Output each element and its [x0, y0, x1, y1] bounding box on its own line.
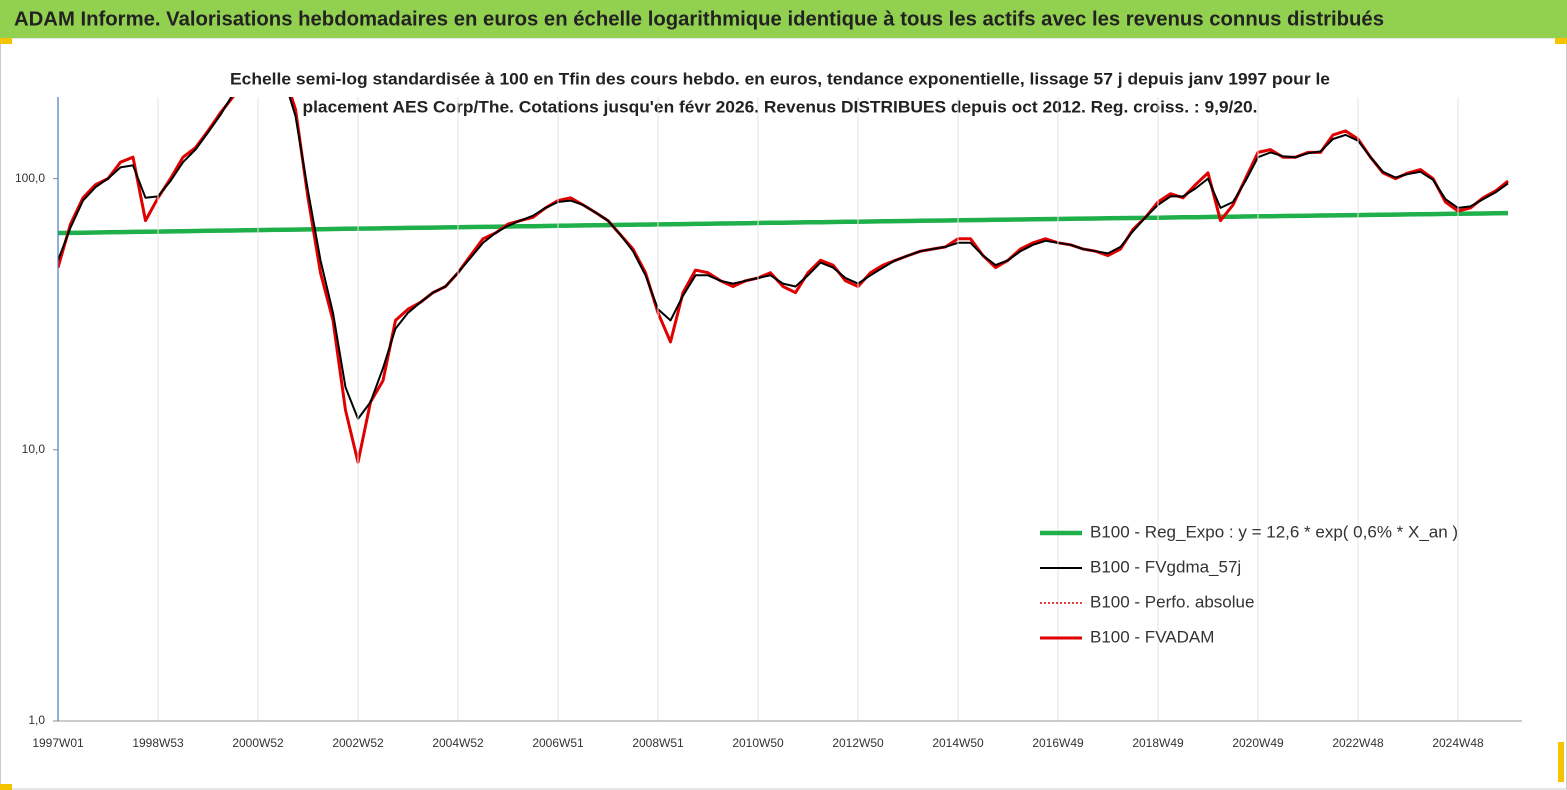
x-tick-label: 2020W49	[1232, 736, 1284, 750]
x-tick-label: 2006W51	[532, 736, 584, 750]
y-tick-label: 1,0	[28, 713, 45, 727]
x-tick-label: 2024W48	[1432, 736, 1484, 750]
corner	[0, 38, 12, 44]
corner	[1555, 38, 1567, 44]
corner	[1558, 742, 1564, 782]
x-tick-label: 2012W50	[832, 736, 884, 750]
corner	[0, 784, 12, 790]
x-tick-label: 1998W53	[132, 736, 184, 750]
x-tick-label: 2022W48	[1332, 736, 1384, 750]
series-line	[58, 97, 1509, 420]
y-tick-label: 10,0	[22, 442, 46, 456]
legend-label: B100 - Perfo. absolue	[1090, 592, 1254, 611]
chart-frame	[0, 37, 1567, 790]
x-tick-label: 2010W50	[732, 736, 784, 750]
x-tick-label: 2000W52	[232, 736, 284, 750]
plot-area	[58, 97, 1509, 464]
series-line	[58, 210, 1509, 236]
x-tick-label: 2018W49	[1132, 736, 1184, 750]
legend-label: B100 - FVADAM	[1090, 627, 1214, 646]
x-tick-label: 2002W52	[332, 736, 384, 750]
x-tick-label: 2008W51	[632, 736, 684, 750]
chart-title: ADAM Informe. Valorisations hebdomadaire…	[14, 8, 1384, 30]
x-tick-label: 2004W52	[432, 736, 484, 750]
title-banner	[0, 0, 1567, 38]
legend-label: B100 - FVgdma_57j	[1090, 557, 1241, 576]
y-tick-label: 100,0	[15, 171, 45, 185]
chart-subtitle: placement AES Corp/The. Cotations jusqu'…	[303, 97, 1258, 116]
x-tick-label: 2014W50	[932, 736, 984, 750]
chart-subtitle: Echelle semi-log standardisée à 100 en T…	[230, 69, 1330, 88]
x-tick-label: 1997W01	[32, 736, 84, 750]
x-tick-label: 2016W49	[1032, 736, 1084, 750]
legend-label: B100 - Reg_Expo : y = 12,6 * exp( 0,6% *…	[1090, 522, 1458, 541]
